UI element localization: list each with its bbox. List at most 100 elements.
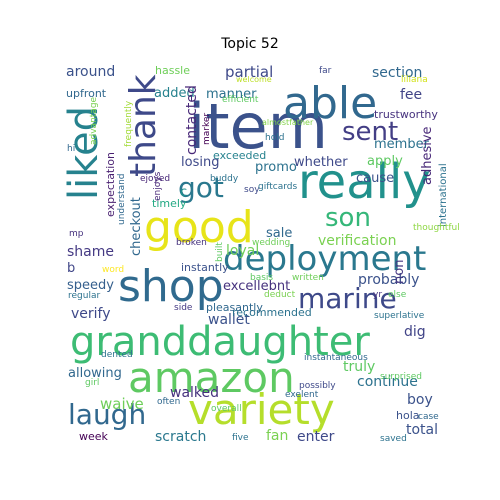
word-pleasantly: pleasantly <box>206 301 263 314</box>
word-buddy: buddy <box>210 174 239 184</box>
word-probably: probably <box>358 272 419 288</box>
word-granddaughter: granddaughter <box>70 319 370 365</box>
word-overall: overall <box>211 404 242 414</box>
word-hi: hi <box>67 144 75 154</box>
word-excellebnt: excellebnt <box>223 279 290 294</box>
word-apply: apply <box>367 154 403 169</box>
word-whether: whether <box>294 155 348 170</box>
word-hola: hola <box>396 409 420 422</box>
word-recommended: recommended <box>232 306 312 319</box>
word-surprised: surprised <box>380 372 422 382</box>
word-word: word <box>102 265 124 275</box>
word-possibly: possibly <box>299 381 336 391</box>
word-laugh: laugh <box>68 398 146 431</box>
word-trustworthy: trustworthy <box>374 108 438 121</box>
word-partial: partial <box>225 63 273 81</box>
word-liliana: liliana <box>401 75 428 85</box>
word-sale: sale <box>266 226 292 241</box>
chart-title: Topic 52 <box>221 36 279 52</box>
word-often: often <box>157 397 180 407</box>
word-advantage: advantage <box>89 96 99 145</box>
word-fan: fan <box>266 428 288 444</box>
word-shop: shop <box>118 261 224 312</box>
word-scratch: scratch <box>155 429 206 445</box>
word-girl: girl <box>85 378 99 388</box>
word-dented: dented <box>101 350 133 360</box>
word-walked: walked <box>170 385 219 401</box>
word-allowing: allowing <box>68 366 122 381</box>
word-thoughtful: thoughtful <box>413 223 460 233</box>
word-marker: marker <box>202 113 212 145</box>
word-continue: continue <box>357 374 418 390</box>
word-contacted: contacted <box>184 85 200 155</box>
word-five: five <box>232 433 249 443</box>
word-variety: variety <box>188 385 335 434</box>
word-boy: boy <box>407 392 433 408</box>
word-international: international <box>438 163 449 227</box>
word-yr: yr <box>373 290 382 300</box>
word-checkout: checkout <box>129 197 144 256</box>
word-wedding: wedding <box>252 238 290 248</box>
word-promo: promo <box>255 160 297 175</box>
word-deployment: deployment <box>223 239 426 279</box>
word-superlative: superlative <box>374 311 425 321</box>
word-deduct: deduct <box>264 290 296 300</box>
word-instantaneous: instantaneous <box>304 353 368 363</box>
word-hassle: hassle <box>155 64 190 77</box>
word-marine: marine <box>298 282 397 315</box>
word-verification: verification <box>318 233 396 249</box>
word-welcome: welcome <box>236 75 272 84</box>
word-else: else <box>388 290 407 300</box>
word-timely: timely <box>152 197 187 210</box>
word-member: member <box>374 137 430 152</box>
word-verify: verify <box>71 306 111 322</box>
word-frequently: frequently <box>124 100 134 147</box>
word-understand: understand <box>117 173 127 225</box>
word-regular: regular <box>68 291 100 301</box>
word-saved: saved <box>380 434 407 444</box>
word-thank: thank <box>123 74 164 177</box>
word-enter: enter <box>297 429 335 445</box>
word-adhesive: adhesive <box>420 126 435 185</box>
word-wallet: wallet <box>208 312 250 328</box>
word-shame: shame <box>67 244 114 260</box>
word-c: c <box>180 185 187 200</box>
word-dig: dig <box>404 324 426 340</box>
word-non: non <box>392 260 407 284</box>
word-hold: hold <box>265 133 284 143</box>
word-far: far <box>319 66 332 76</box>
word-son: son <box>325 203 371 233</box>
word-instantly: instantly <box>181 261 229 274</box>
word-losing: losing <box>181 155 219 170</box>
word-got: got <box>178 171 224 204</box>
word-loyal: loyal <box>226 243 259 259</box>
word-ejoyed: ejoyed <box>140 174 170 184</box>
word-truly: truly <box>343 359 375 375</box>
word-fee: fee <box>400 87 422 103</box>
word-liked: liked <box>61 106 107 200</box>
word-manner: manner <box>206 87 257 102</box>
word-giftcards: giftcards <box>258 182 297 192</box>
word-upfront: upfront <box>66 87 107 100</box>
word-waive: waive <box>100 395 144 413</box>
word-b: b <box>67 261 75 276</box>
word-speedy: speedy <box>67 278 114 293</box>
word-mp: mp <box>69 229 84 239</box>
word-week: week <box>79 430 109 443</box>
word-total: total <box>406 422 438 438</box>
word-around: around <box>66 64 115 80</box>
word-exceeded: exceeded <box>213 149 266 162</box>
word-almostfather: almostfather <box>262 118 314 127</box>
word-amazon: amazon <box>128 353 295 402</box>
word-section: section <box>372 65 422 81</box>
word-broken: broken <box>176 238 207 248</box>
word-really: really <box>298 154 431 210</box>
word-enjoys: enjoys <box>153 171 163 201</box>
word-built: built <box>215 242 225 262</box>
word-item: item <box>188 90 328 163</box>
word-good: good <box>144 202 254 253</box>
word-able: able <box>283 78 377 129</box>
word-sent: sent <box>342 117 398 147</box>
word-soy: soy <box>244 185 260 195</box>
